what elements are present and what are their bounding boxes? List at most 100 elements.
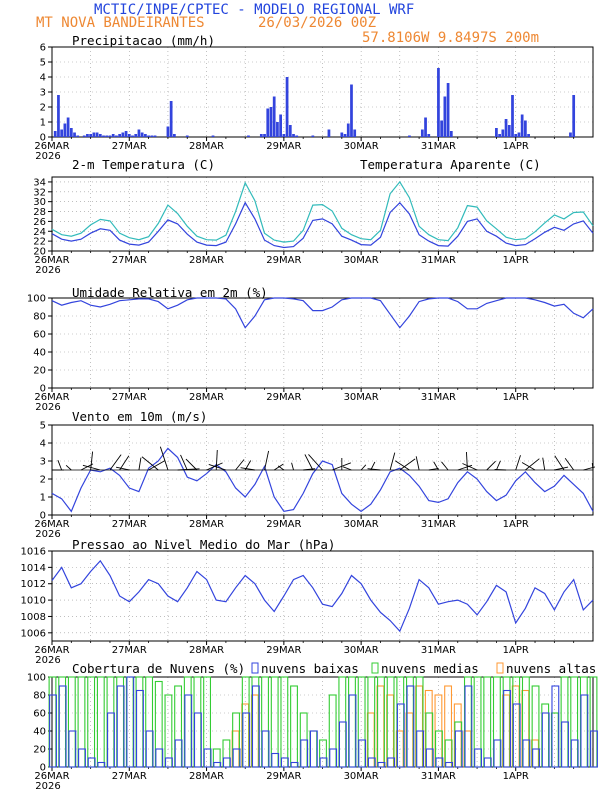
wind-vector	[235, 459, 245, 471]
x-tick-label: 28MAR	[189, 141, 224, 152]
wind-vector	[554, 466, 569, 471]
x-tick-label: 28MAR	[189, 771, 224, 782]
x-tick-label: 28MAR	[189, 255, 224, 266]
precip-bar	[211, 135, 215, 137]
precip-bar	[89, 134, 93, 137]
cloud-bar-blue	[164, 757, 173, 768]
precip-bar	[247, 135, 250, 137]
wind-vector	[367, 468, 381, 471]
precip-bar	[449, 131, 453, 137]
wind-vector	[428, 467, 439, 471]
y-tick-label: 1012	[21, 579, 46, 590]
x-tick-label: 27MAR	[112, 392, 147, 403]
x-tick-label: 28MAR	[189, 645, 224, 656]
x-tick-label: 29MAR	[266, 392, 301, 403]
cloud-bar-blue	[309, 730, 318, 768]
precip-bar	[569, 132, 572, 137]
x-year-label: 2026	[35, 265, 60, 276]
y-tick-label: 60	[33, 709, 46, 720]
y-tick-label: 0	[40, 763, 46, 774]
precip-bar	[82, 135, 86, 137]
precip-bar	[169, 101, 173, 137]
cloud-bar-blue	[464, 685, 473, 768]
precip-bar	[173, 134, 176, 137]
wind-vector	[180, 454, 188, 471]
wind-vector	[185, 458, 198, 471]
wind-vector	[159, 446, 169, 471]
y-tick-label: 1008	[21, 612, 46, 623]
precip-bar	[282, 134, 286, 137]
y-tick-label: 24	[33, 227, 46, 238]
wind-vector	[82, 464, 101, 471]
wind-vector	[466, 452, 468, 471]
cloud-bar-blue	[580, 694, 589, 768]
wind-vector	[119, 455, 130, 471]
precip-bar	[121, 132, 125, 137]
wind-vector	[515, 455, 521, 471]
wind-vector	[90, 451, 94, 471]
precip-bar	[507, 125, 511, 137]
wind-vector	[264, 450, 270, 471]
plot-frame	[51, 46, 594, 138]
precip-bar	[427, 134, 431, 137]
x-tick-label: 29MAR	[266, 255, 301, 266]
precip-bar	[572, 95, 576, 137]
cloud-bar-blue	[280, 757, 289, 768]
precip-bar	[498, 134, 501, 137]
cloud-bar-blue	[590, 730, 598, 768]
precip-bar	[102, 135, 105, 137]
y-tick-label: 0	[40, 133, 46, 144]
y-tick-label: 34	[33, 177, 46, 188]
legend-swatch	[496, 662, 504, 674]
precip-bar	[98, 134, 102, 137]
wind-vector	[342, 466, 352, 471]
y-tick-label: 60	[33, 330, 46, 341]
precip-bar	[63, 123, 67, 137]
precip-bar	[140, 132, 144, 137]
humidity-line	[51, 297, 594, 329]
wind-vector	[394, 460, 410, 471]
x-tick-label: 26MAR	[34, 141, 69, 152]
cloud-bar-blue	[136, 689, 144, 768]
cloud-bar-blue	[338, 721, 347, 768]
cloud-bar-blue	[78, 748, 86, 768]
x-year-label: 2026	[35, 151, 60, 162]
x-tick-label: 30MAR	[344, 255, 379, 266]
cloud-bar-blue	[551, 685, 560, 768]
precip-bar	[514, 134, 518, 137]
precip-bar	[524, 120, 527, 137]
x-tick-label: 30MAR	[344, 645, 379, 656]
x-tick-label: 27MAR	[112, 255, 147, 266]
wind-vector	[591, 462, 594, 471]
wind-vector	[389, 452, 396, 471]
x-tick-label: 27MAR	[112, 141, 147, 152]
y-tick-label: 100	[27, 673, 46, 684]
y-tick-label: 1	[40, 493, 46, 504]
cloud-bar-blue	[406, 685, 415, 768]
wind-vector	[564, 458, 575, 471]
cloud-bar-blue	[387, 757, 396, 768]
precip-bar	[520, 114, 524, 137]
cloud-bar-blue	[493, 739, 502, 768]
cloud-bar-blue	[222, 757, 231, 768]
header-run: 26/03/2026 00Z	[258, 15, 376, 31]
precip-bar	[408, 135, 411, 137]
wind-vector	[415, 456, 420, 471]
panel-pressure: 1006 1008 1010 1012 1014 1016 26MAR 27MAR 28MAR 2…	[21, 537, 594, 666]
precip-bar	[272, 96, 276, 137]
y-tick-label: 1016	[21, 547, 46, 558]
precip-bar	[279, 114, 283, 137]
wind-vector	[240, 467, 255, 471]
x-tick-label: 30MAR	[344, 771, 379, 782]
x-tick-label: 30MAR	[344, 392, 379, 403]
cloud-bar-blue	[107, 712, 115, 768]
wind-vector	[277, 465, 285, 471]
precip-bar	[95, 132, 99, 137]
cloud-bar-blue	[145, 730, 154, 768]
y-tick-label: 100	[27, 294, 46, 305]
precip-bar	[346, 123, 350, 137]
cloud-bar-blue	[213, 761, 222, 768]
x-tick-label: 26MAR	[34, 771, 69, 782]
x-tick-label: 1APR	[503, 519, 529, 530]
panel-title: 2-m Temperatura (C)	[72, 157, 215, 172]
